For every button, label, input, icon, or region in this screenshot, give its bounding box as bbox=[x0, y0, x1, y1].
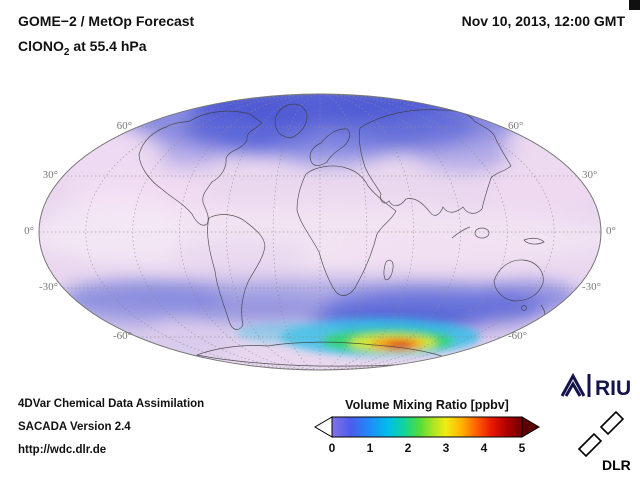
figure-title: GOME−2 / MetOp Forecast bbox=[18, 13, 195, 29]
colorbar-tick-1: 1 bbox=[366, 441, 374, 455]
colorbar-tick-4: 4 bbox=[480, 441, 488, 455]
colorbar-gradient bbox=[331, 416, 523, 438]
lat-label-left-0: 0° bbox=[24, 225, 34, 237]
map-coastlines bbox=[138, 103, 546, 367]
colorbar-title: Volume Mixing Ratio [ppbv] bbox=[345, 398, 509, 412]
timestamp: Nov 10, 2013, 12:00 GMT bbox=[461, 13, 625, 29]
lat-label-left-m30: -30° bbox=[38, 281, 58, 293]
riu-logo-text: RIU bbox=[595, 377, 631, 400]
dlr-logo-mark bbox=[577, 410, 625, 458]
colorbar-right-arrow bbox=[521, 416, 540, 438]
footer-line-version: SACADA Version 2.4 bbox=[18, 421, 131, 433]
map-ellipse-outline bbox=[38, 93, 602, 371]
corner-mark bbox=[629, 0, 640, 10]
colorbar-left-arrow bbox=[314, 416, 333, 438]
lat-label-right-30: 30° bbox=[582, 169, 598, 181]
colorbar-tick-5: 5 bbox=[518, 441, 526, 455]
colorbar-tick-2: 2 bbox=[404, 441, 412, 455]
lat-label-right-m30: -30° bbox=[582, 281, 602, 293]
figure-subtitle: ClONO2 at 55.4 hPa bbox=[18, 38, 147, 58]
lat-label-right-60: 60° bbox=[508, 120, 524, 132]
lat-label-left-60: 60° bbox=[116, 120, 132, 132]
lat-label-left-30: 30° bbox=[42, 169, 58, 181]
dlr-logo-text: DLR bbox=[602, 457, 631, 473]
species-subscript: 2 bbox=[63, 46, 70, 58]
colorbar bbox=[314, 416, 540, 438]
riu-logo: RIU bbox=[560, 372, 631, 400]
lat-label-left-m60: -60° bbox=[112, 330, 132, 342]
lat-label-right-m60: -60° bbox=[508, 330, 528, 342]
species-name: ClONO bbox=[18, 38, 64, 54]
lat-label-right-0: 0° bbox=[606, 225, 616, 237]
dlr-logo: DLR bbox=[577, 410, 631, 473]
footer-line-url: http://wdc.dlr.de bbox=[18, 444, 107, 456]
antarctic-hotspot bbox=[235, 318, 480, 356]
riu-logo-mark bbox=[560, 372, 591, 397]
colorbar-tick-3: 3 bbox=[442, 441, 450, 455]
footer-line-assimilation: 4DVar Chemical Data Assimilation bbox=[18, 398, 205, 410]
pressure-level-label: at 55.4 hPa bbox=[69, 38, 147, 54]
colorbar-tick-0: 0 bbox=[328, 441, 336, 455]
